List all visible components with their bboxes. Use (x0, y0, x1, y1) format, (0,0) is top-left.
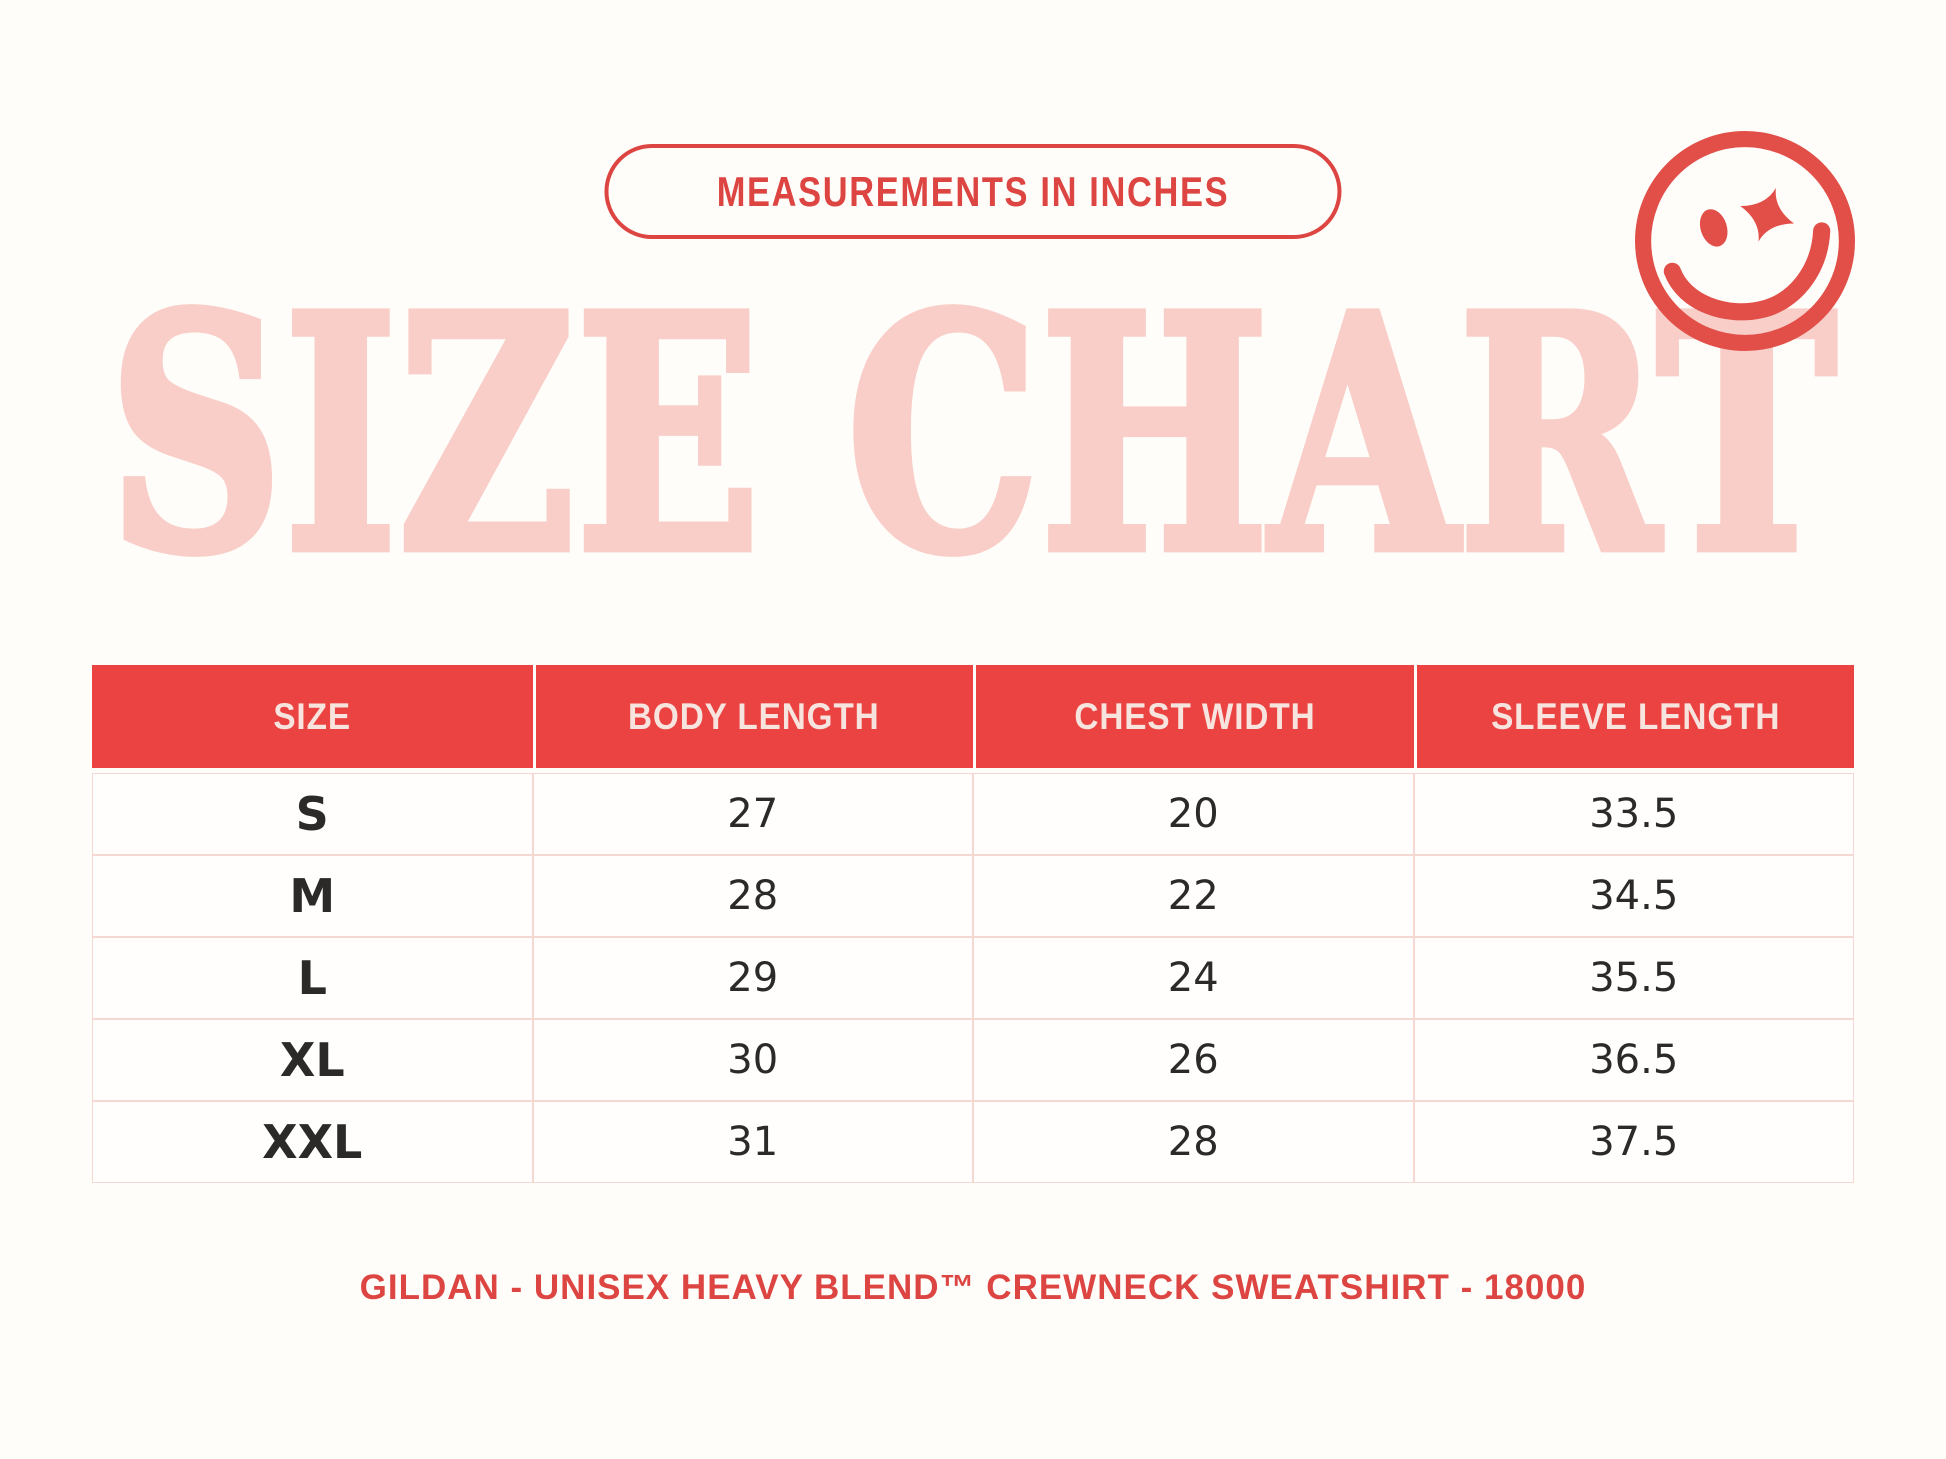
body-length-cell: 29 (532, 937, 973, 1019)
column-header-chest-width: CHEST WIDTH (973, 665, 1414, 773)
chest-width-value: 28 (1167, 1119, 1219, 1165)
page-title-text: SIZE CHART (105, 247, 1840, 625)
body-length-cell: 28 (532, 855, 973, 937)
sleeve-length-value: 33.5 (1589, 791, 1679, 837)
table-row-l: L 29 24 35.5 (92, 937, 1854, 1019)
column-header-sleeve-length: SLEEVE LENGTH (1413, 665, 1854, 773)
chest-width-value: 20 (1167, 791, 1219, 837)
chest-width-value: 26 (1167, 1037, 1219, 1083)
body-length-value: 29 (727, 955, 779, 1001)
column-header-sleeve-length-label: SLEEVE LENGTH (1490, 695, 1780, 737)
size-value: XXL (262, 1115, 363, 1169)
body-length-cell: 31 (532, 1101, 973, 1183)
chest-width-cell: 28 (973, 1101, 1414, 1183)
size-value: XL (279, 1033, 345, 1087)
table-row-m: M 28 22 34.5 (92, 855, 1854, 937)
sleeve-length-value: 34.5 (1589, 873, 1679, 919)
column-header-body-length-label: BODY LENGTH (628, 695, 881, 737)
sleeve-length-cell: 33.5 (1413, 773, 1854, 855)
chest-width-cell: 24 (973, 937, 1414, 1019)
body-length-value: 31 (727, 1119, 779, 1165)
sleeve-length-cell: 37.5 (1413, 1101, 1854, 1183)
table-row-s: S 27 20 33.5 (92, 773, 1854, 855)
chest-width-value: 22 (1167, 873, 1219, 919)
sleeve-length-cell: 34.5 (1413, 855, 1854, 937)
winking-smiley-sparkle-icon (1635, 131, 1855, 351)
body-length-cell: 30 (532, 1019, 973, 1101)
column-header-size: SIZE (92, 665, 533, 773)
size-cell: XXL (92, 1101, 533, 1183)
column-header-size-label: SIZE (273, 695, 352, 737)
table-row-xxl: XXL 31 28 37.5 (92, 1101, 1854, 1183)
table-row-xl: XL 30 26 36.5 (92, 1019, 1854, 1101)
sleeve-length-value: 35.5 (1589, 955, 1679, 1001)
body-length-value: 28 (727, 873, 779, 919)
chest-width-cell: 22 (973, 855, 1414, 937)
header-row: SIZE BODY LENGTH CHEST WIDTH SLEEVE LENG… (92, 665, 1854, 773)
chest-width-cell: 26 (973, 1019, 1414, 1101)
sleeve-length-cell: 36.5 (1413, 1019, 1854, 1101)
chest-width-cell: 20 (973, 773, 1414, 855)
column-header-body-length: BODY LENGTH (532, 665, 973, 773)
body-length-value: 30 (727, 1037, 779, 1083)
size-value: L (297, 951, 327, 1005)
sleeve-length-cell: 35.5 (1413, 937, 1854, 1019)
column-header-chest-width-label: CHEST WIDTH (1074, 695, 1316, 737)
table-header: SIZE BODY LENGTH CHEST WIDTH SLEEVE LENG… (92, 665, 1854, 773)
size-value: M (289, 869, 336, 923)
size-cell: M (92, 855, 533, 937)
size-cell: XL (92, 1019, 533, 1101)
chest-width-value: 24 (1167, 955, 1219, 1001)
size-value: S (295, 787, 329, 841)
measurements-badge-label: MEASUREMENTS IN INCHES (716, 167, 1230, 215)
product-name-label: GILDAN - UNISEX HEAVY BLEND™ CREWNECK SW… (359, 1268, 1587, 1307)
size-chart-table: SIZE BODY LENGTH CHEST WIDTH SLEEVE LENG… (92, 665, 1854, 1183)
table-body: S 27 20 33.5 M 28 22 34.5 L 29 24 35.5 X… (92, 773, 1854, 1183)
size-cell: L (92, 937, 533, 1019)
product-name-line: GILDAN - UNISEX HEAVY BLEND™ CREWNECK SW… (0, 1268, 1946, 1308)
size-cell: S (92, 773, 533, 855)
body-length-value: 27 (727, 791, 779, 837)
measurements-badge: MEASUREMENTS IN INCHES (604, 144, 1342, 239)
sleeve-length-value: 36.5 (1589, 1037, 1679, 1083)
body-length-cell: 27 (532, 773, 973, 855)
sleeve-length-value: 37.5 (1589, 1119, 1679, 1165)
page-title: SIZE CHART (0, 270, 1946, 601)
